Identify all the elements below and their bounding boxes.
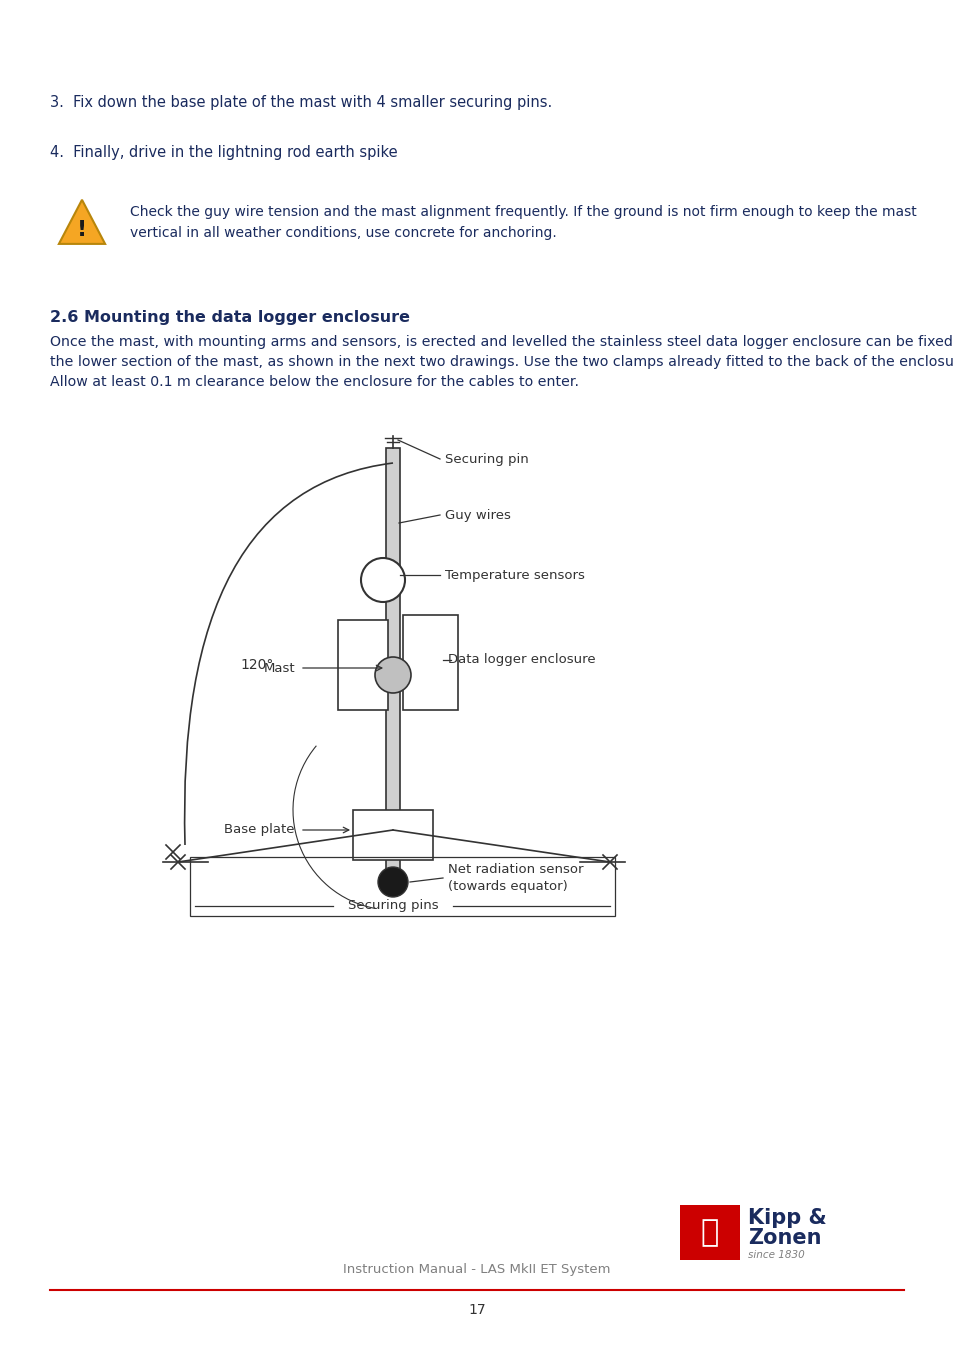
Circle shape	[377, 867, 408, 896]
Bar	[386, 448, 399, 869]
Text: since 1830: since 1830	[747, 1250, 804, 1260]
Text: 2.6 Mounting the data logger enclosure: 2.6 Mounting the data logger enclosure	[50, 310, 410, 325]
Text: !: !	[77, 220, 87, 240]
Bar	[679, 1206, 740, 1260]
Text: Guy wires: Guy wires	[444, 509, 511, 521]
Bar	[190, 857, 615, 917]
Circle shape	[360, 558, 405, 602]
Text: Temperature sensors: Temperature sensors	[444, 568, 584, 582]
Text: Securing pin: Securing pin	[444, 452, 528, 466]
Text: Net radiation sensor
(towards equator): Net radiation sensor (towards equator)	[448, 863, 583, 892]
Bar	[402, 616, 457, 710]
Text: 3.  Fix down the base plate of the mast with 4 smaller securing pins.: 3. Fix down the base plate of the mast w…	[50, 95, 552, 109]
Text: Check the guy wire tension and the mast alignment frequently. If the ground is n: Check the guy wire tension and the mast …	[130, 205, 916, 239]
Text: 17: 17	[468, 1303, 485, 1318]
Text: Once the mast, with mounting arms and sensors, is erected and levelled the stain: Once the mast, with mounting arms and se…	[50, 335, 953, 389]
Text: 120°: 120°	[240, 657, 274, 672]
Polygon shape	[59, 200, 105, 244]
Bar	[353, 810, 433, 860]
Text: Securing pins: Securing pins	[347, 899, 437, 913]
Text: Data logger enclosure: Data logger enclosure	[448, 653, 595, 667]
Text: 4.  Finally, drive in the lightning rod earth spike: 4. Finally, drive in the lightning rod e…	[50, 144, 397, 161]
Text: Instruction Manual - LAS MkII ET System: Instruction Manual - LAS MkII ET System	[343, 1264, 610, 1277]
Text: Mast: Mast	[263, 662, 294, 675]
Text: Base plate: Base plate	[224, 824, 294, 837]
Text: Kipp &: Kipp &	[747, 1208, 826, 1228]
Text: Zonen: Zonen	[747, 1228, 821, 1247]
Bar	[337, 620, 388, 710]
Text: ⧖: ⧖	[700, 1219, 719, 1247]
Circle shape	[375, 657, 411, 693]
